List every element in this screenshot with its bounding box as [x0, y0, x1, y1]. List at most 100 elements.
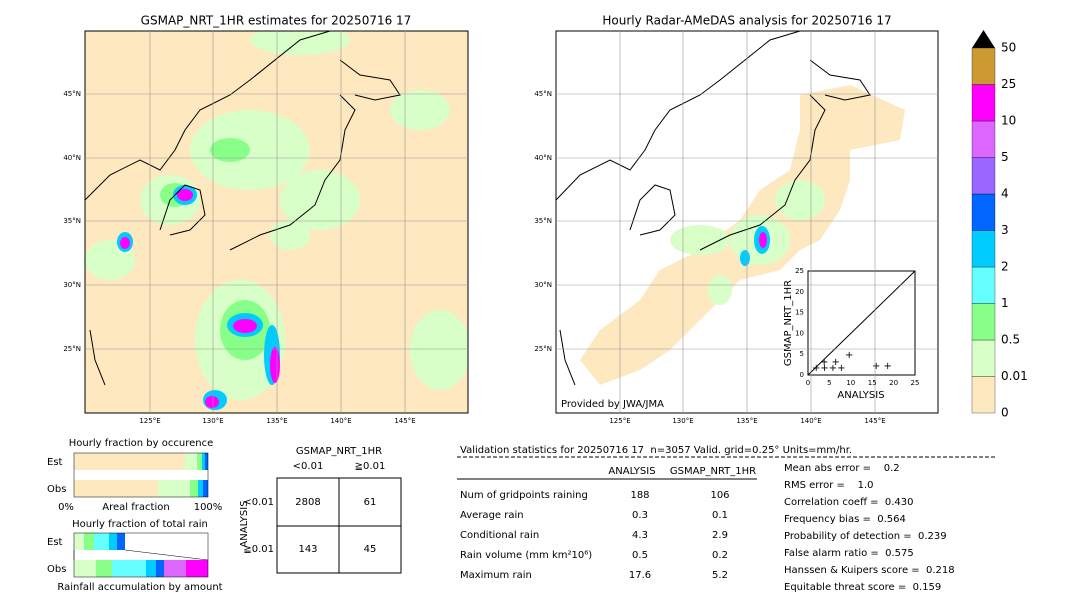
- colorbar-segment: [971, 376, 996, 414]
- score: Equitable threat score = 0.159: [784, 582, 941, 593]
- colorbar-label: 0.01: [1001, 369, 1028, 383]
- left-map-title: GSMAP_NRT_1HR estimates for 20250716 17: [141, 14, 412, 28]
- lon-label: 135°E: [736, 417, 757, 425]
- axis-mid: Areal fraction: [102, 502, 169, 513]
- column-label: GSMAP_NRT_1HR: [670, 466, 756, 477]
- left-map: [85, 31, 468, 413]
- score: Correlation coeff = 0.430: [784, 497, 914, 508]
- score: False alarm ratio = 0.575: [784, 548, 914, 559]
- cell: 4.3: [632, 530, 648, 541]
- colorbar-segment: [971, 84, 996, 122]
- cell: 17.6: [629, 570, 651, 581]
- colorbar-label: 1: [1001, 296, 1009, 310]
- score: Mean abs error = 0.2: [784, 463, 900, 474]
- colorbar-segment: [971, 193, 996, 231]
- column-label: ANALYSIS: [608, 466, 655, 477]
- lon-label: 130°E: [672, 417, 693, 425]
- cell: 5.2: [712, 570, 728, 581]
- inset-x-tick: 25: [911, 379, 920, 387]
- cell: 188: [630, 490, 649, 501]
- left-map-frame: [84, 30, 469, 414]
- colorbar-segment: [971, 120, 996, 158]
- colorbar-label: 10: [1001, 114, 1016, 128]
- colorbar-label: 0: [1001, 406, 1009, 420]
- axis-right: 100%: [194, 502, 223, 513]
- row-label: ≧0.01: [243, 544, 274, 555]
- row-label: Num of gridpoints raining: [460, 490, 588, 501]
- lat-label: 40°N: [63, 154, 81, 162]
- inset-y-tick: 25: [795, 267, 804, 275]
- cell: 61: [364, 497, 377, 508]
- colorbar-label: 2: [1001, 260, 1009, 274]
- inset-y-tick: 15: [795, 309, 804, 317]
- lon-label: 140°E: [330, 417, 351, 425]
- total-rain-footer: Rainfall accumulation by amount: [57, 582, 222, 593]
- inset-y-label: GSMAP_NRT_1HR: [783, 280, 794, 366]
- lon-label: 125°E: [139, 417, 160, 425]
- inset-y-tick: 20: [795, 288, 804, 296]
- row-label: Obs: [47, 564, 66, 575]
- inset-y-tick: 5: [800, 350, 804, 358]
- lat-label: 35°N: [534, 217, 552, 225]
- lat-label: 40°N: [534, 154, 552, 162]
- row-label: Conditional rain: [460, 530, 539, 541]
- svg-text:+ +: + +: [872, 361, 892, 372]
- total-rain-bars: [73, 532, 209, 578]
- inset-x-tick: 20: [889, 379, 898, 387]
- lat-label: 45°N: [63, 90, 81, 98]
- column-label: <0.01: [293, 461, 324, 472]
- lon-label: 125°E: [609, 417, 630, 425]
- score: Hanssen & Kuipers score = 0.218: [784, 565, 955, 576]
- colorbar-segment: [971, 230, 996, 268]
- occurrence-title: Hourly fraction by occurence: [69, 438, 213, 449]
- colorbar-segment: [971, 266, 996, 304]
- colorbar-label: 4: [1001, 187, 1009, 201]
- svg-text:+ +: + +: [820, 357, 840, 368]
- score: Probability of detection = 0.239: [784, 531, 947, 542]
- svg-text:+: +: [845, 350, 853, 361]
- row-label: Obs: [47, 484, 66, 495]
- row-label: Maximum rain: [460, 570, 532, 581]
- inset-y-tick: 0: [800, 371, 804, 379]
- colorbar-segment: [971, 339, 996, 377]
- cell: 2.9: [712, 530, 728, 541]
- lon-label: 130°E: [202, 417, 223, 425]
- cell: 0.5: [632, 550, 648, 561]
- lat-label: 25°N: [534, 345, 552, 353]
- lon-label: 140°E: [800, 417, 821, 425]
- colorbar-label: 25: [1001, 77, 1016, 91]
- colorbar-segment: [971, 47, 996, 85]
- lat-label: 35°N: [63, 217, 81, 225]
- row-label: Average rain: [460, 510, 524, 521]
- score: RMS error = 1.0: [784, 480, 874, 491]
- svg-text:++++: ++++: [812, 363, 846, 374]
- cell: 0.1: [712, 510, 728, 521]
- lat-label: 45°N: [534, 90, 552, 98]
- right-map-title: Hourly Radar-AMeDAS analysis for 2025071…: [602, 14, 891, 28]
- cell: 0.2: [712, 550, 728, 561]
- inset-x-tick: 10: [846, 379, 855, 387]
- colorbar-label: 0.5: [1001, 333, 1020, 347]
- colorbar-segment: [971, 303, 996, 341]
- colorbar-segment: [971, 157, 996, 195]
- diagonal: [807, 270, 916, 376]
- inset-y-tick: 10: [795, 329, 804, 337]
- credit: Provided by JWA/JMA: [561, 399, 664, 410]
- axis-left: 0%: [58, 502, 74, 513]
- scatter-points: +++++ +++ +: [812, 350, 892, 374]
- lat-label: 30°N: [63, 281, 81, 289]
- occurrence-bars: [73, 452, 209, 498]
- row-label: <0.01: [243, 497, 274, 508]
- inset-x-tick: 5: [827, 379, 831, 387]
- column-label: ≧0.01: [355, 461, 386, 472]
- colorbar-extend: [972, 30, 995, 48]
- lat-label: 25°N: [63, 345, 81, 353]
- inset-x-tick: 0: [806, 379, 810, 387]
- total-rain-title: Hourly fraction of total rain: [72, 519, 208, 530]
- contingency-title: GSMAP_NRT_1HR: [296, 446, 382, 457]
- score: Frequency bias = 0.564: [784, 514, 906, 525]
- colorbar-label: 5: [1001, 150, 1009, 164]
- row-label: Est: [47, 457, 63, 468]
- cell: 45: [364, 544, 377, 555]
